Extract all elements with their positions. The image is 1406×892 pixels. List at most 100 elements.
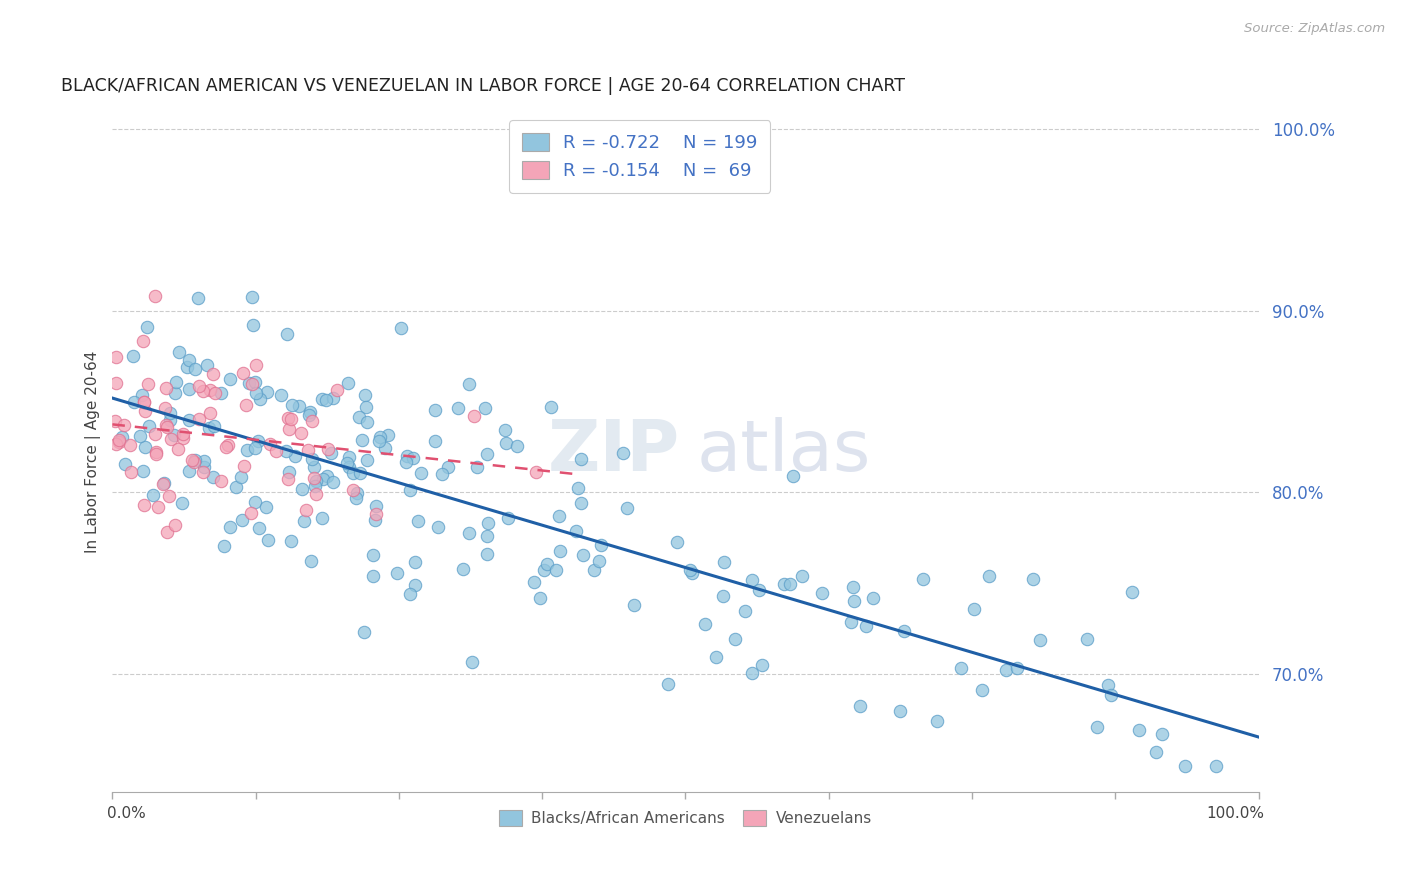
- Point: [389, 321, 412, 335]
- Point: [232, 459, 254, 474]
- Point: [1007, 661, 1029, 675]
- Point: [145, 446, 167, 460]
- Point: [111, 430, 134, 444]
- Point: [245, 385, 267, 400]
- Point: [474, 401, 496, 415]
- Point: [264, 444, 287, 458]
- Point: [302, 460, 325, 475]
- Point: [242, 318, 264, 333]
- Point: [236, 442, 259, 457]
- Text: BLACK/AFRICAN AMERICAN VS VENEZUELAN IN LABOR FORCE | AGE 20-64 CORRELATION CHAR: BLACK/AFRICAN AMERICAN VS VENEZUELAN IN …: [60, 78, 905, 95]
- Point: [153, 401, 176, 415]
- Point: [533, 563, 555, 577]
- Point: [105, 376, 128, 391]
- Point: [841, 580, 863, 594]
- Point: [612, 446, 634, 460]
- Point: [122, 395, 145, 409]
- Point: [105, 350, 128, 364]
- Point: [408, 514, 430, 528]
- Point: [364, 514, 387, 528]
- Point: [458, 525, 481, 540]
- Point: [165, 375, 187, 389]
- Point: [311, 392, 333, 406]
- Point: [322, 475, 344, 489]
- Point: [231, 513, 253, 527]
- Point: [337, 450, 360, 464]
- Point: [569, 496, 592, 510]
- Point: [1076, 632, 1098, 646]
- Point: [181, 452, 204, 467]
- Point: [657, 677, 679, 691]
- Point: [337, 460, 360, 475]
- Point: [356, 400, 378, 414]
- Point: [202, 367, 225, 381]
- Point: [276, 326, 298, 341]
- Point: [1174, 758, 1197, 772]
- Legend: Blacks/African Americans, Venezuelans: Blacks/African Americans, Venezuelans: [494, 804, 877, 832]
- Point: [145, 427, 167, 442]
- Point: [790, 569, 813, 583]
- Point: [159, 489, 181, 503]
- Point: [219, 372, 242, 386]
- Point: [204, 385, 226, 400]
- Point: [571, 548, 593, 562]
- Point: [135, 319, 157, 334]
- Point: [772, 577, 794, 591]
- Point: [280, 533, 302, 548]
- Point: [217, 438, 239, 452]
- Point: [193, 454, 215, 468]
- Point: [198, 383, 221, 397]
- Point: [353, 624, 375, 639]
- Point: [477, 516, 499, 530]
- Point: [724, 632, 747, 646]
- Point: [356, 415, 378, 429]
- Point: [276, 443, 298, 458]
- Point: [505, 439, 527, 453]
- Point: [447, 401, 470, 415]
- Point: [195, 358, 218, 372]
- Point: [734, 604, 756, 618]
- Point: [839, 615, 862, 629]
- Point: [114, 457, 136, 471]
- Point: [277, 465, 299, 479]
- Point: [184, 453, 207, 467]
- Point: [1099, 688, 1122, 702]
- Text: atlas: atlas: [697, 417, 872, 486]
- Point: [713, 555, 735, 569]
- Point: [155, 417, 177, 432]
- Point: [1029, 632, 1052, 647]
- Text: 100.0%: 100.0%: [1206, 806, 1264, 822]
- Point: [399, 587, 422, 601]
- Point: [547, 509, 569, 524]
- Point: [693, 616, 716, 631]
- Point: [588, 553, 610, 567]
- Point: [165, 385, 187, 400]
- Point: [423, 434, 446, 448]
- Point: [129, 429, 152, 443]
- Point: [188, 411, 211, 425]
- Point: [458, 377, 481, 392]
- Point: [155, 380, 177, 394]
- Point: [451, 562, 474, 576]
- Point: [361, 548, 384, 562]
- Point: [198, 406, 221, 420]
- Point: [240, 377, 263, 392]
- Point: [104, 414, 127, 428]
- Point: [118, 438, 141, 452]
- Point: [143, 289, 166, 303]
- Point: [477, 547, 499, 561]
- Point: [209, 386, 232, 401]
- Point: [299, 554, 322, 568]
- Point: [995, 663, 1018, 677]
- Point: [214, 539, 236, 553]
- Point: [184, 362, 207, 376]
- Point: [475, 529, 498, 543]
- Point: [336, 376, 359, 390]
- Point: [134, 395, 156, 409]
- Point: [179, 464, 201, 478]
- Point: [741, 665, 763, 680]
- Point: [148, 500, 170, 514]
- Point: [423, 402, 446, 417]
- Point: [202, 419, 225, 434]
- Point: [666, 534, 689, 549]
